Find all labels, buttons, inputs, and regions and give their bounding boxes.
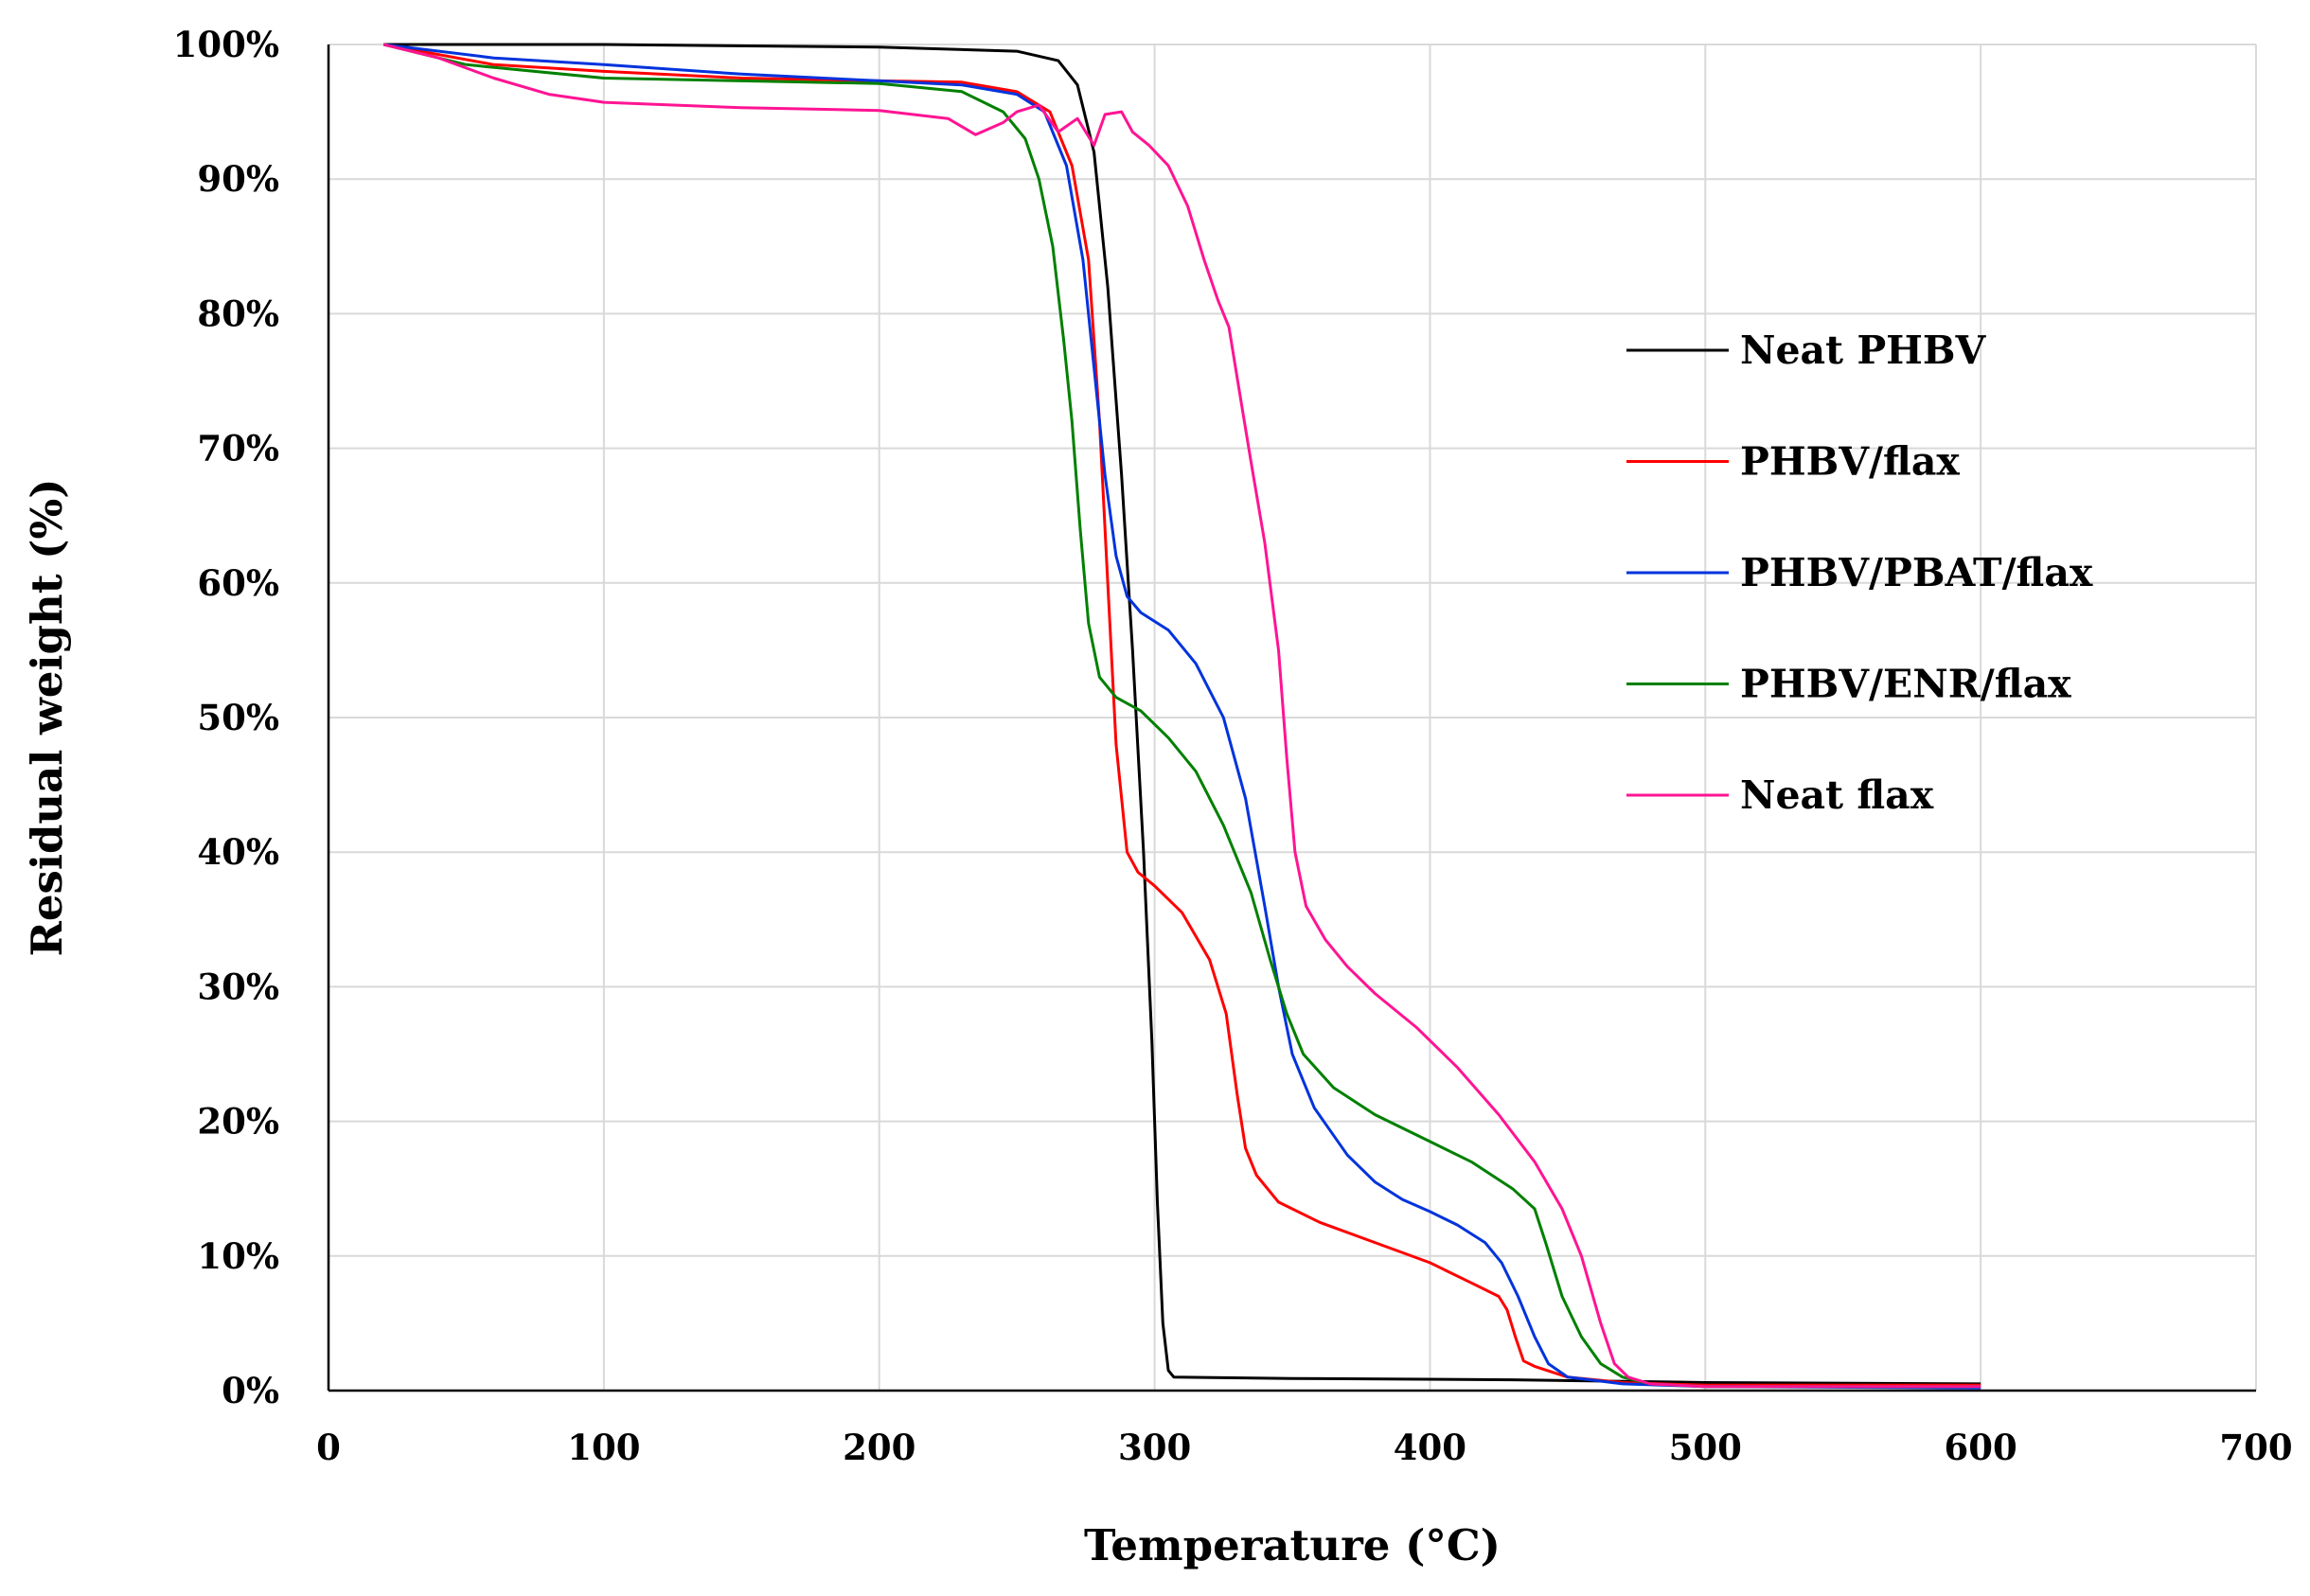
x-tick-label: 700 [2219, 1427, 2292, 1468]
series-line [382, 43, 1981, 1389]
y-tick-label: 70% [197, 428, 279, 470]
x-tick-label: 0 [316, 1427, 341, 1468]
y-tick-label: 80% [197, 293, 279, 334]
y-tick-label: 90% [197, 158, 279, 200]
series-line [383, 43, 1981, 1386]
series-line [382, 43, 1981, 1389]
x-tick-label: 100 [567, 1427, 640, 1468]
axes [327, 44, 2256, 1392]
y-tick-label: 40% [197, 831, 279, 873]
x-tick-label: 400 [1394, 1427, 1466, 1468]
x-tick-label: 300 [1118, 1427, 1191, 1468]
x-tick-label: 200 [843, 1427, 915, 1468]
y-tick-label: 60% [197, 562, 279, 604]
x-axis-title: Temperature (°C) [1084, 1520, 1501, 1570]
y-axis-title: Residual weight (%) [22, 479, 72, 957]
series-line [382, 43, 1981, 1387]
y-tick-label: 0% [222, 1370, 279, 1411]
x-tick-label: 500 [1669, 1427, 1742, 1468]
grid [329, 44, 2257, 1391]
legend-label: Neat PHBV [1740, 328, 1987, 373]
legend-label: Neat flax [1740, 772, 1934, 818]
legend: Neat PHBV PHBV/flax PHBV/PBAT/flax PHBV/ENR… [1626, 328, 2093, 818]
tick-labels: 0 100 200 300 400 500 600 700 0% 10% 20% 30% 40% 50% 6… [173, 24, 2293, 1468]
legend-label: PHBV/ENR/flax [1740, 662, 2071, 707]
y-tick-label: 30% [197, 966, 279, 1007]
y-tick-label: 10% [197, 1235, 279, 1277]
legend-label: PHBV/PBAT/flax [1740, 550, 2093, 595]
series-line [383, 43, 1981, 1390]
y-tick-label: 100% [173, 24, 279, 65]
y-tick-label: 50% [197, 697, 279, 738]
x-tick-label: 600 [1945, 1427, 2017, 1468]
legend-label: PHBV/flax [1740, 439, 1960, 485]
y-tick-label: 20% [197, 1101, 279, 1143]
plot-area [382, 43, 1981, 1390]
